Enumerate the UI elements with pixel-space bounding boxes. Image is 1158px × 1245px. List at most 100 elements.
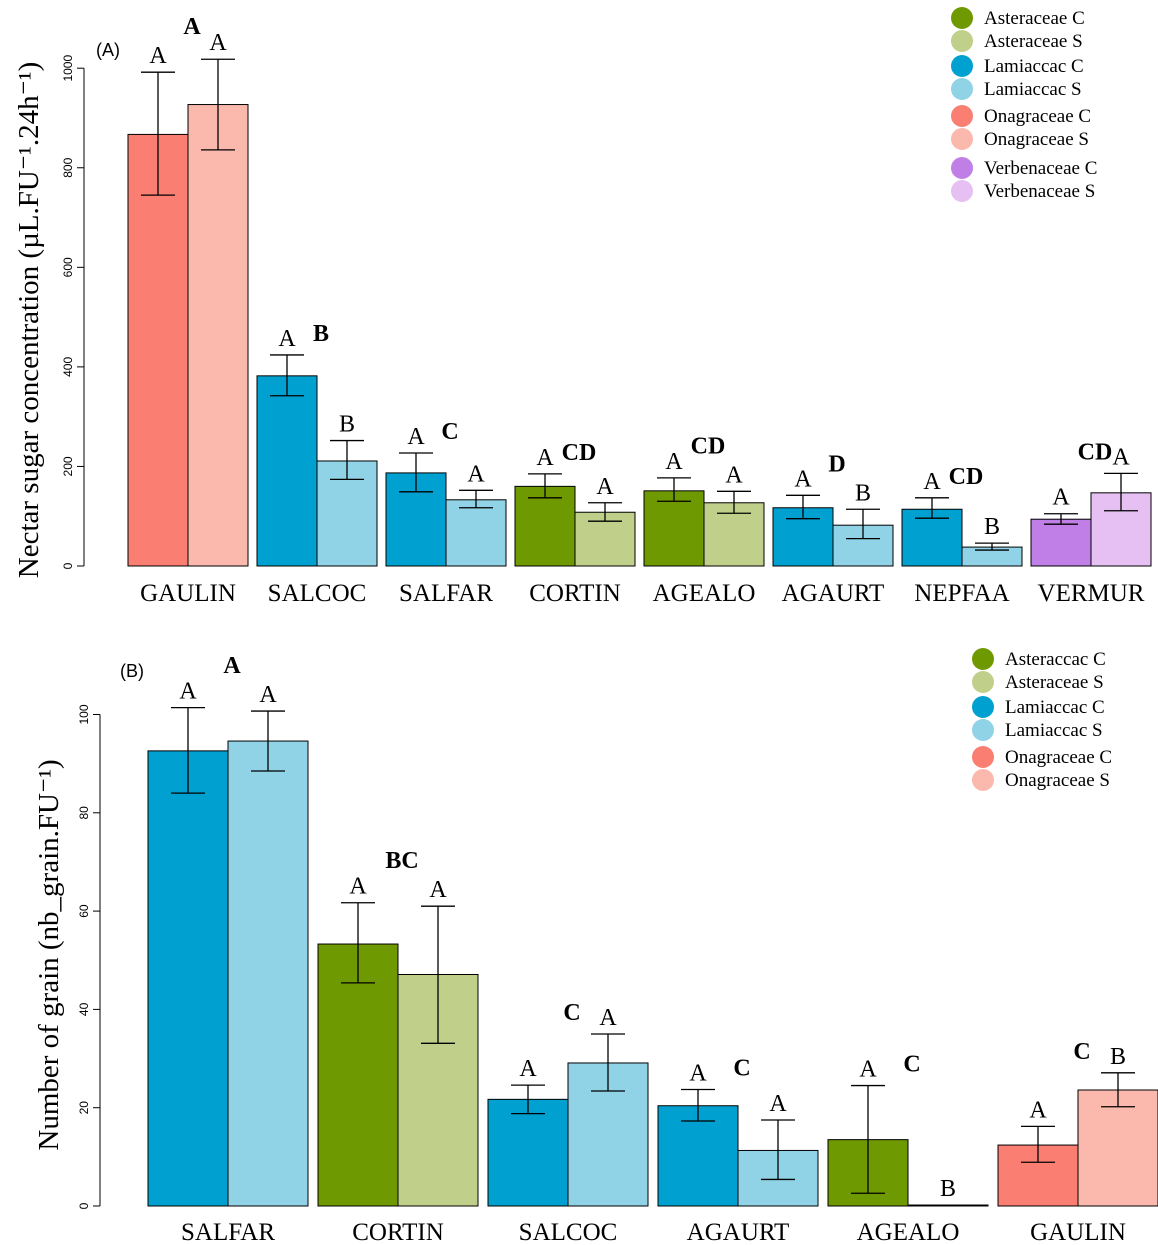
group-letter-a-5: D [828, 451, 845, 477]
bar-a-cortin-c [514, 485, 576, 567]
significance-letter-a-3-0: A [536, 445, 554, 471]
legend-label-a-7: Verbenaceae S [984, 181, 1095, 202]
legend-swatch-a-5 [951, 128, 973, 150]
y-tick-label-a-0: 0 [61, 562, 75, 569]
bar-a-salfar-s [445, 499, 507, 567]
y-tick-label-a-1: 200 [61, 456, 75, 476]
significance-letter-b-2-0: A [519, 1056, 537, 1082]
bar-a-gaulin-c [127, 133, 189, 567]
y-tick-label-b-0: 0 [77, 1202, 91, 1209]
legend-swatch-b-1 [972, 671, 994, 693]
panel-a-label: (A) [96, 40, 120, 60]
significance-letter-b-0-0: A [179, 679, 197, 705]
significance-letter-a-4-0: A [665, 449, 683, 475]
bar-a-gaulin-s [187, 104, 249, 567]
significance-letter-b-2-1: A [599, 1005, 617, 1031]
legend-swatch-a-1 [951, 30, 973, 52]
legend-label-a-2: Lamiaccac C [984, 56, 1084, 77]
bar-a-vermur-c [1030, 518, 1092, 567]
group-letter-a-0: A [183, 14, 201, 40]
bar-b-salfar-s [227, 740, 309, 1207]
significance-letter-a-6-1: B [984, 514, 1000, 540]
legend-label-a-0: Asteraceae C [984, 8, 1085, 29]
category-label-b-0: SALFAR [181, 1219, 275, 1245]
group-letter-a-1: B [313, 321, 329, 347]
significance-letter-b-5-0: A [1029, 1097, 1047, 1123]
legend-label-b-0: Asteraccac C [1005, 649, 1106, 670]
legend-swatch-a-2 [951, 55, 973, 77]
panel-a-y-axis-label: Nectar sugar concentration (µL.FU⁻¹.24h⁻… [13, 62, 45, 578]
significance-letter-b-3-1: A [769, 1091, 787, 1117]
significance-letter-a-4-1: A [725, 462, 743, 488]
bar-b-cortin-c [317, 943, 399, 1207]
group-letter-b-2: C [563, 1000, 580, 1026]
panel-b-y-axis-label: Number of grain (nb_grain.FU⁻¹) [33, 759, 65, 1150]
significance-letter-a-5-1: B [855, 480, 871, 506]
significance-letter-a-5-0: A [794, 466, 812, 492]
significance-letter-a-1-1: B [339, 412, 355, 438]
category-label-a-3: CORTIN [529, 580, 621, 607]
legend-swatch-b-5 [972, 769, 994, 791]
category-label-a-2: SALFAR [399, 580, 493, 607]
legend-label-b-2: Lamiaccac C [1005, 697, 1105, 718]
significance-letter-b-1-0: A [349, 874, 367, 900]
y-tick-label-a-5: 1000 [61, 55, 75, 82]
group-letter-b-5: C [1073, 1039, 1090, 1065]
significance-letter-b-3-0: A [689, 1061, 707, 1087]
significance-letter-a-7-1: A [1112, 444, 1130, 470]
legend-label-a-4: Onagraceae C [984, 106, 1091, 127]
bar-b-salfar-c [147, 750, 229, 1207]
legend-swatch-b-4 [972, 746, 994, 768]
category-label-b-1: CORTIN [352, 1219, 444, 1245]
group-letter-a-7: CD [1078, 439, 1113, 465]
group-letter-b-3: C [733, 1056, 750, 1082]
panel-b-label: (B) [120, 661, 144, 681]
legend-swatch-a-0 [951, 7, 973, 29]
significance-letter-b-4-0: A [859, 1057, 877, 1083]
category-label-a-4: AGEALO [653, 580, 756, 607]
category-label-b-4: AGEALO [857, 1219, 960, 1245]
bar-b-agealo-s [907, 1204, 989, 1207]
significance-letter-a-1-0: A [278, 326, 296, 352]
y-tick-label-a-4: 800 [61, 157, 75, 177]
y-tick-label-b-4: 80 [77, 806, 91, 820]
significance-letter-a-2-1: A [467, 461, 485, 487]
group-letter-a-6: CD [949, 464, 984, 490]
panel-a-nectar-chart: (A) Nectar sugar concentration (µL.FU⁻¹.… [13, 7, 1152, 607]
legend-swatch-b-3 [972, 719, 994, 741]
legend-label-a-5: Onagraceae S [984, 129, 1089, 150]
category-label-a-0: GAULIN [140, 580, 236, 607]
legend-swatch-a-7 [951, 180, 973, 202]
legend-label-b-5: Onagraceae S [1005, 770, 1110, 791]
category-label-a-7: VERMUR [1038, 580, 1145, 607]
legend-label-b-1: Asteraceae S [1005, 672, 1104, 693]
group-letter-a-3: CD [562, 440, 597, 466]
category-label-b-2: SALCOC [519, 1219, 618, 1245]
bar-a-agealo-c [643, 490, 705, 567]
bar-b-gaulin-s [1077, 1089, 1158, 1207]
significance-letter-a-2-0: A [407, 424, 425, 450]
y-tick-label-a-3: 600 [61, 257, 75, 277]
panel-b-grain-chart: (B) Number of grain (nb_grain.FU⁻¹) 0 20 4… [33, 648, 1158, 1245]
y-tick-label-a-2: 400 [61, 357, 75, 377]
group-letter-b-4: C [903, 1052, 920, 1078]
y-tick-label-b-1: 20 [77, 1101, 91, 1115]
legend-label-a-3: Lamiaccac S [984, 79, 1082, 100]
category-label-b-5: GAULIN [1030, 1219, 1126, 1245]
category-label-b-3: AGAURT [687, 1219, 790, 1245]
legend-swatch-a-3 [951, 78, 973, 100]
category-label-a-6: NEPFAA [914, 580, 1009, 607]
significance-letter-a-6-0: A [923, 469, 941, 495]
significance-letter-a-7-0: A [1052, 485, 1070, 511]
y-tick-label-b-3: 60 [77, 904, 91, 918]
legend-label-a-1: Asteraceae S [984, 31, 1083, 52]
significance-letter-a-3-1: A [596, 474, 614, 500]
significance-letter-b-1-1: A [429, 877, 447, 903]
bar-a-salcoc-c [256, 375, 318, 567]
legend-label-b-4: Onagraceae C [1005, 747, 1112, 768]
bar-b-salcoc-c [487, 1098, 569, 1207]
y-tick-label-b-5: 100 [77, 704, 91, 724]
